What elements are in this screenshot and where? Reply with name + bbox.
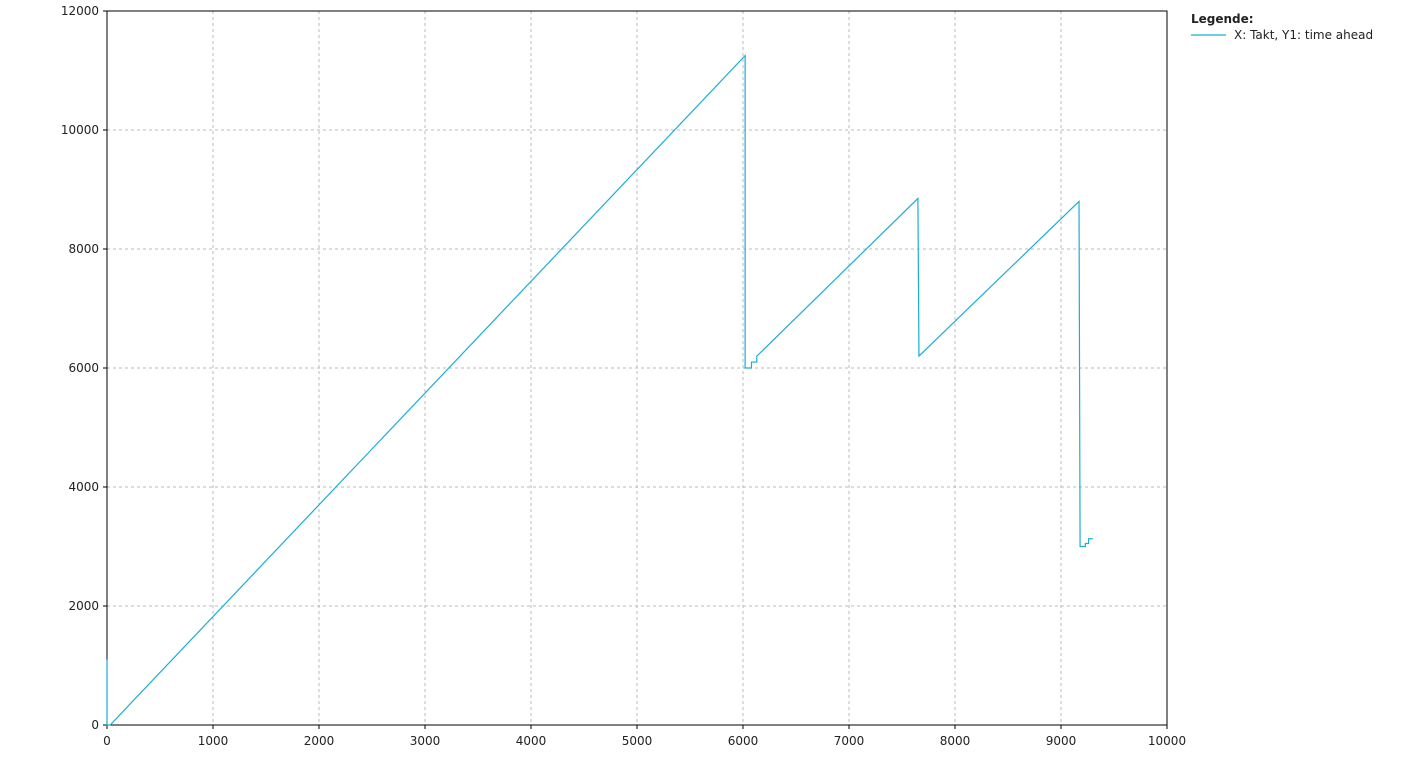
x-tick-label: 7000: [834, 734, 865, 748]
x-tick-label: 4000: [516, 734, 547, 748]
x-tick-label: 3000: [410, 734, 441, 748]
plot-frame: [106, 10, 1168, 726]
y-tick-label: 6000: [68, 361, 99, 375]
x-tick-label: 9000: [1046, 734, 1077, 748]
y-tick-label: 4000: [68, 480, 99, 494]
x-tick-label: 0: [103, 734, 111, 748]
y-tick-label: 2000: [68, 599, 99, 613]
y-tick-label: 0: [91, 718, 99, 732]
x-tick-label: 1000: [198, 734, 229, 748]
x-tick-label: 5000: [622, 734, 653, 748]
x-tick-label: 2000: [304, 734, 335, 748]
data-line: [106, 54, 1093, 726]
y-tick-label: 12000: [61, 4, 99, 18]
legend-label: X: Takt, Y1: time ahead: [1234, 28, 1373, 42]
x-tick-label: 10000: [1148, 734, 1186, 748]
legend-title: Legende:: [1191, 12, 1254, 26]
x-tick-label: 8000: [940, 734, 971, 748]
y-tick-label: 8000: [68, 242, 99, 256]
x-tick-label: 6000: [728, 734, 759, 748]
y-tick-label: 10000: [61, 123, 99, 137]
